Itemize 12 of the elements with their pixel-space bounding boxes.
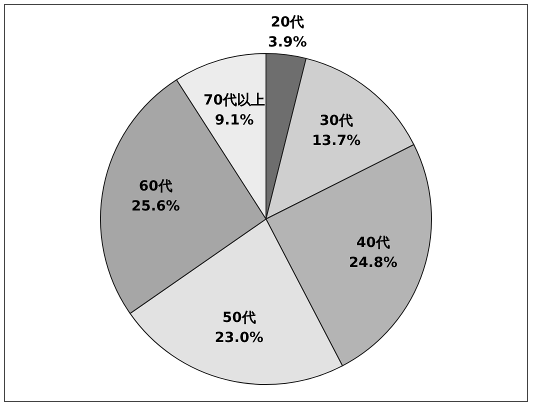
data-label: 25.6% xyxy=(131,198,180,215)
data-label: 9.1% xyxy=(214,112,254,129)
data-label: 24.8% xyxy=(348,255,398,272)
data-label: 3.9% xyxy=(268,34,307,50)
slice-label: 30代 xyxy=(320,112,354,129)
slice-label: 20代 xyxy=(270,14,304,30)
slice-label: 40代 xyxy=(356,235,390,252)
data-label: 23.0% xyxy=(214,330,264,346)
slice-label: 70代以上 xyxy=(204,92,266,109)
slice-label: 50代 xyxy=(222,310,256,326)
slice-label: 60代 xyxy=(138,178,172,195)
data-label: 13.7% xyxy=(312,132,361,149)
